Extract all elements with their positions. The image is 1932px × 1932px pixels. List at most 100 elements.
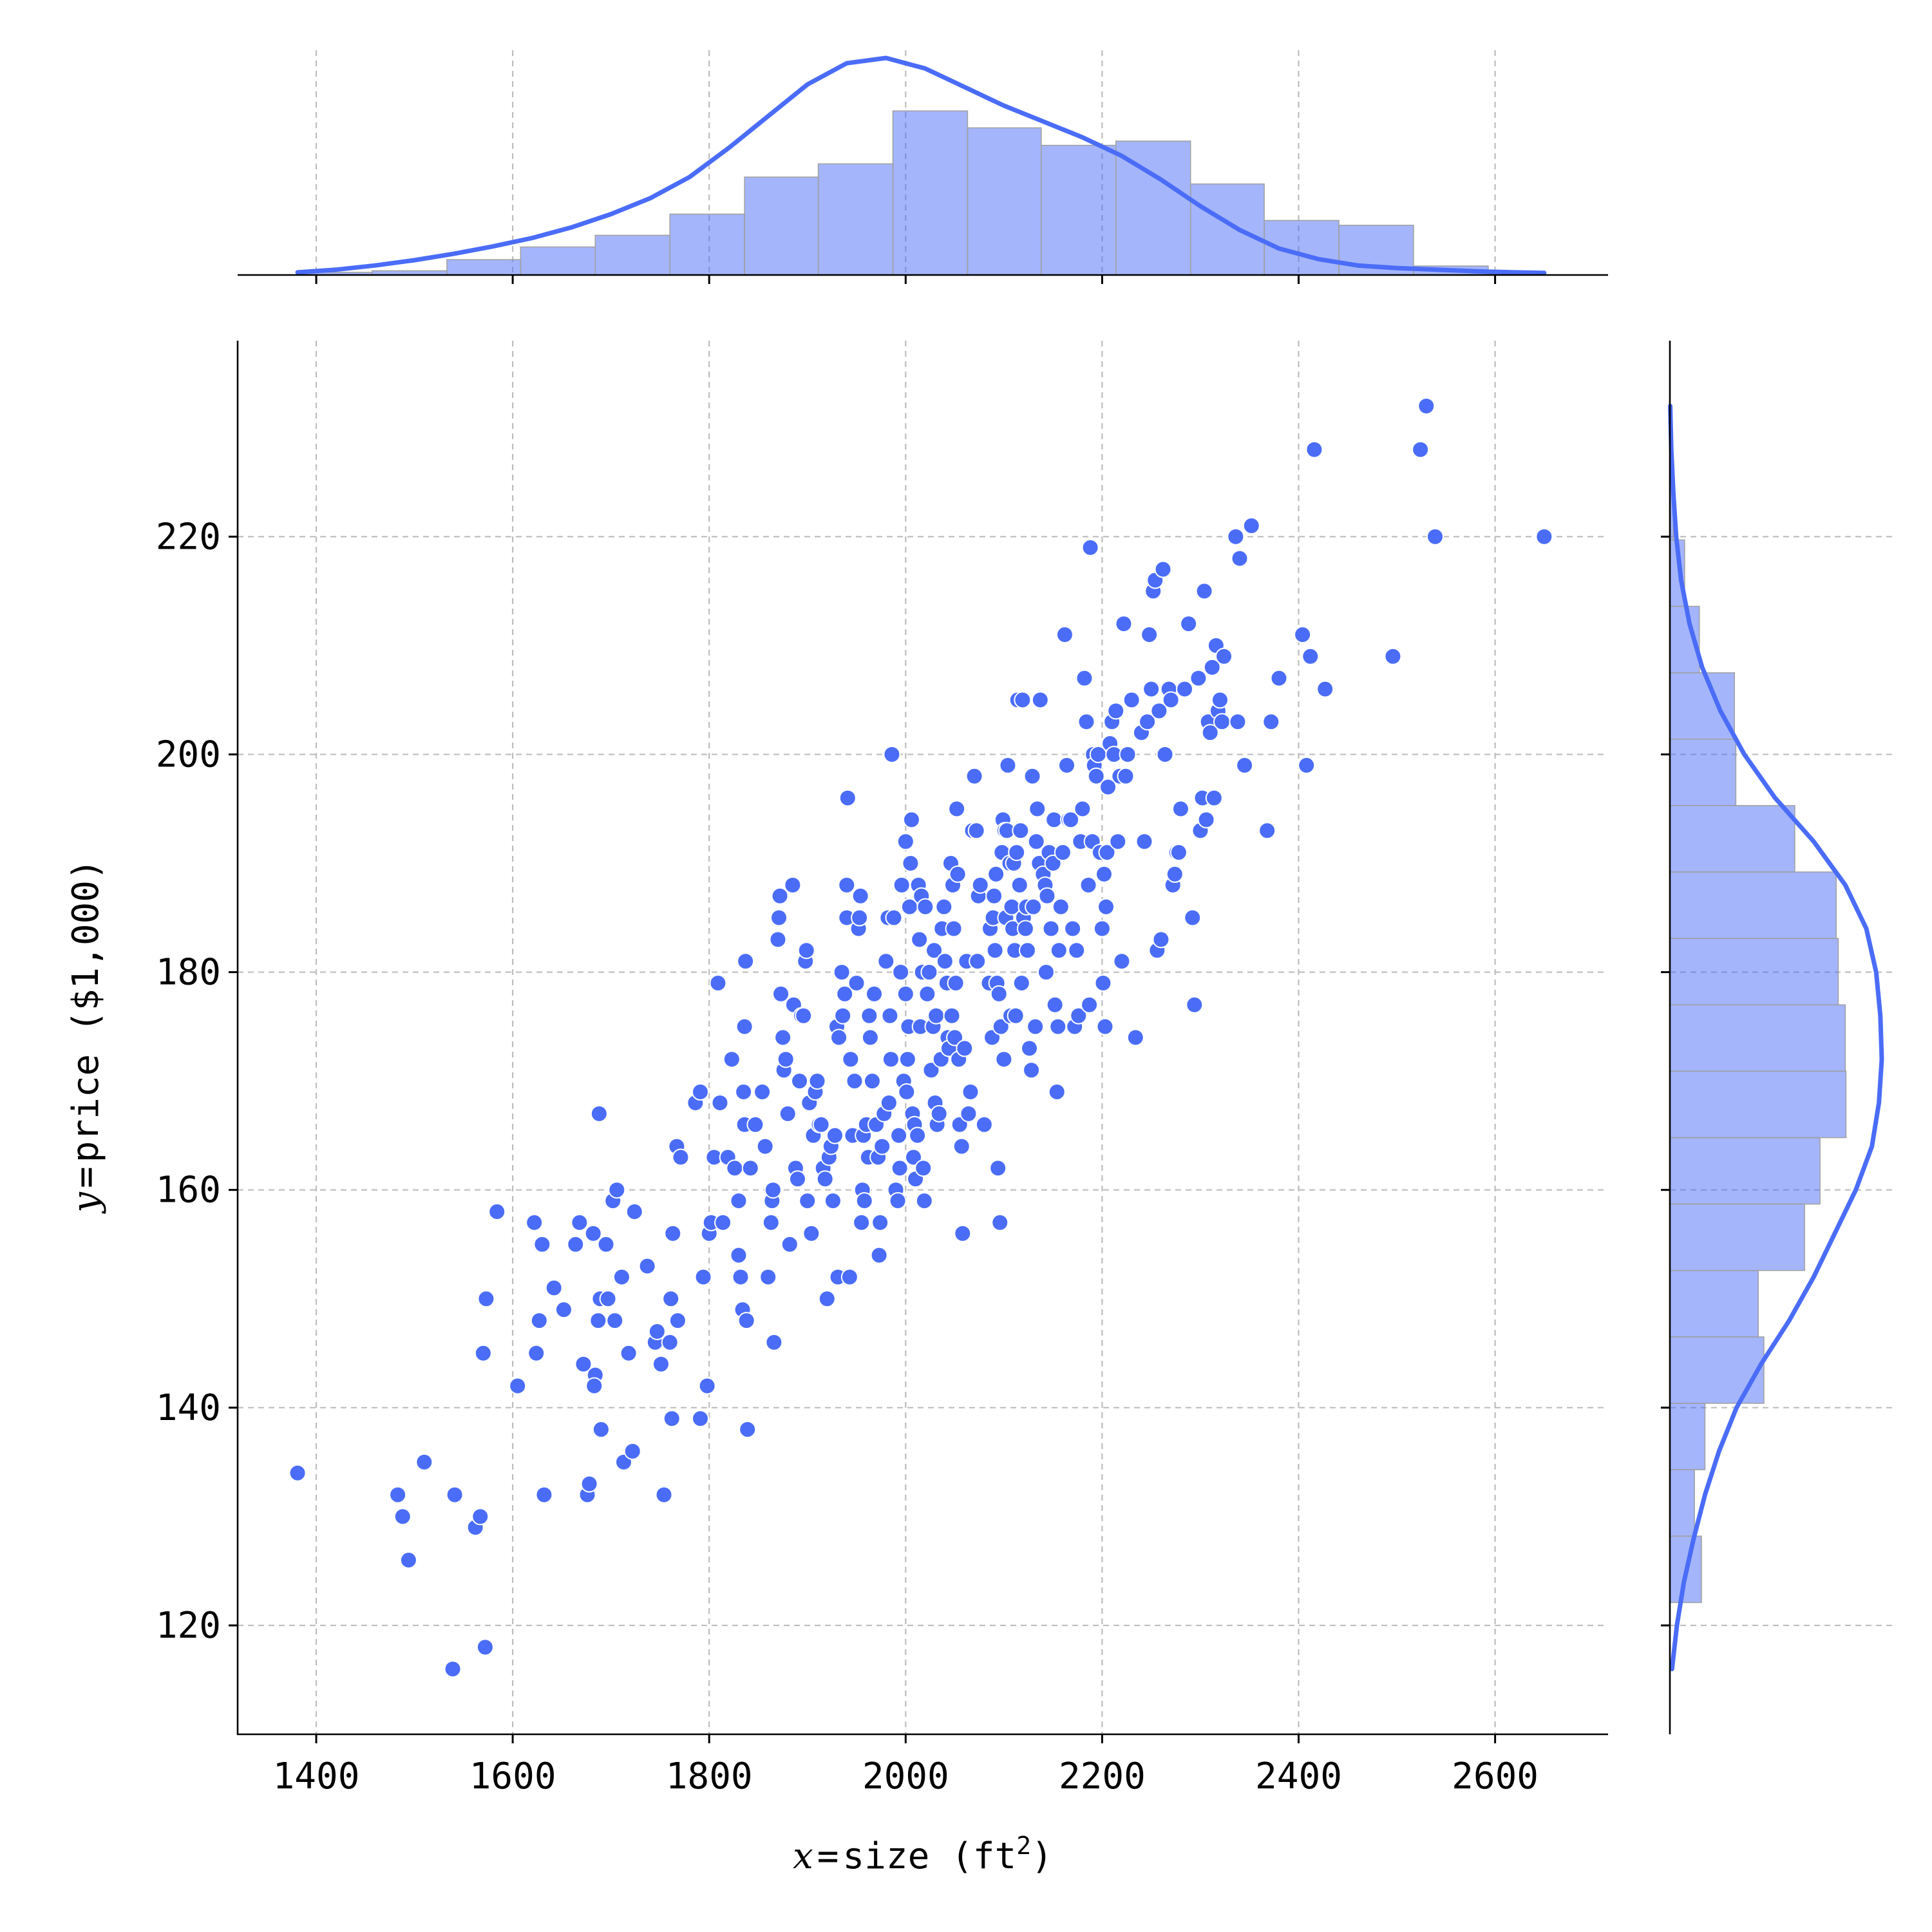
scatter-point [664,1224,682,1242]
y-histogram-bar [1669,1469,1695,1537]
scatter-point [612,1268,630,1286]
scatter-point [1074,800,1092,818]
x-histogram-bar [1264,220,1340,276]
scatter-point [638,1257,656,1275]
x-axis-ticks: 1400 1600 1800 2000 2200 2400 2600 [273,1734,1539,1797]
scatter-point [1170,844,1188,862]
x-histogram-bar [1115,140,1191,276]
scatter-point [1050,942,1068,960]
y-histogram-bar [1669,1270,1759,1338]
scatter-point [975,1115,993,1133]
scatter-point [1093,920,1111,938]
scatter-point [772,985,790,1003]
scatter-point [960,1104,978,1122]
scatter-point [860,1007,878,1025]
scatter-point [764,1181,782,1199]
y-histogram-bars [1669,405,1847,1604]
scatter-point [737,952,755,971]
scatter-point [723,1050,741,1068]
scatter-point [625,1203,643,1220]
scatter-point [1231,549,1249,567]
scatter-point [730,1246,748,1264]
y-axis-label-text: price ($1,000) [65,858,107,1162]
x-histogram-bar [1189,183,1265,276]
scatter-point [1426,527,1444,545]
scatter-point [885,909,903,927]
x-histogram-bar [669,213,745,276]
scatter-point [1023,767,1041,785]
scatter-point [1081,996,1099,1014]
scatter-point [922,1061,940,1079]
scatter-point [746,1115,764,1133]
x-histogram-bar [892,110,969,276]
scatter-point [571,1213,589,1231]
scatter-point [985,887,1003,905]
scatter-point [648,1322,666,1340]
x-histogram-bar [817,163,894,276]
x-tick-label: 2600 [1452,1756,1539,1797]
scatter-point [848,974,866,992]
scatter-point [662,1290,680,1308]
y-tick-label: 120 [156,1605,221,1647]
y-histogram-bar [1669,871,1837,939]
scatter-point [995,1050,1013,1068]
x-histogram-bar [594,234,670,276]
scatter-point [1166,865,1184,883]
scatter-point [599,1290,617,1308]
scatter-point [851,887,869,905]
x-axis-label: x = size (ft2) [793,1832,1053,1877]
y-histogram-bar [1669,1004,1846,1072]
scatter-point [623,1442,641,1460]
scatter-point [992,1018,1010,1036]
scatter-point [652,1355,670,1373]
scatter-point [1162,691,1180,709]
scatter-point [1201,724,1219,742]
scatter-point [846,1072,864,1090]
scatter-point [855,1192,873,1210]
x-histogram-bars [297,110,1545,276]
scatter-point [771,887,789,905]
scatter-point [1025,898,1043,916]
scatter-point [873,1137,891,1155]
scatter-point [1417,397,1435,415]
scatter-point [1021,1039,1039,1057]
scatter-point [709,974,727,992]
y-axis-label-equals: = [65,1166,107,1188]
x-axis-label-superscript: 2 [1016,1832,1031,1860]
x-tick-label: 1800 [666,1756,753,1797]
scatter-point [1258,822,1276,840]
scatter-point [797,942,815,960]
scatter-point [898,1083,916,1101]
scatter-axes-spines [236,341,1608,1736]
scatter-point [946,1028,964,1046]
scatter-point [842,1050,860,1068]
scatter-point [1211,691,1229,709]
scatter-point [1215,647,1233,665]
scatter-point [1045,811,1063,829]
scatter-point [777,1050,795,1068]
scatter-point [488,1203,506,1220]
scatter-point [920,963,938,981]
x-axis-label-text: size (ft [842,1835,1016,1877]
scatter-point [1184,909,1202,927]
scatter-point [545,1279,563,1297]
scatter-point [567,1235,585,1253]
scatter-point [989,1159,1007,1177]
scatter-point [415,1453,433,1471]
scatter-point [969,952,987,971]
x-histogram-bar [446,259,522,276]
scatter-point [1077,713,1095,731]
x-tick-label: 2000 [862,1756,949,1797]
scatter-point [1070,1007,1088,1025]
scatter-point [446,1486,464,1504]
scatter-point [918,985,936,1003]
scatter-point [1152,931,1170,949]
scatter-point [936,952,954,971]
x-kde-curve [295,55,1547,276]
scatter-point [1535,527,1553,545]
scatter-point [1197,811,1215,829]
scatter-point [735,1083,753,1101]
scatter-point [834,1007,852,1025]
scatter-point [911,931,929,949]
scatter-point [851,909,869,927]
